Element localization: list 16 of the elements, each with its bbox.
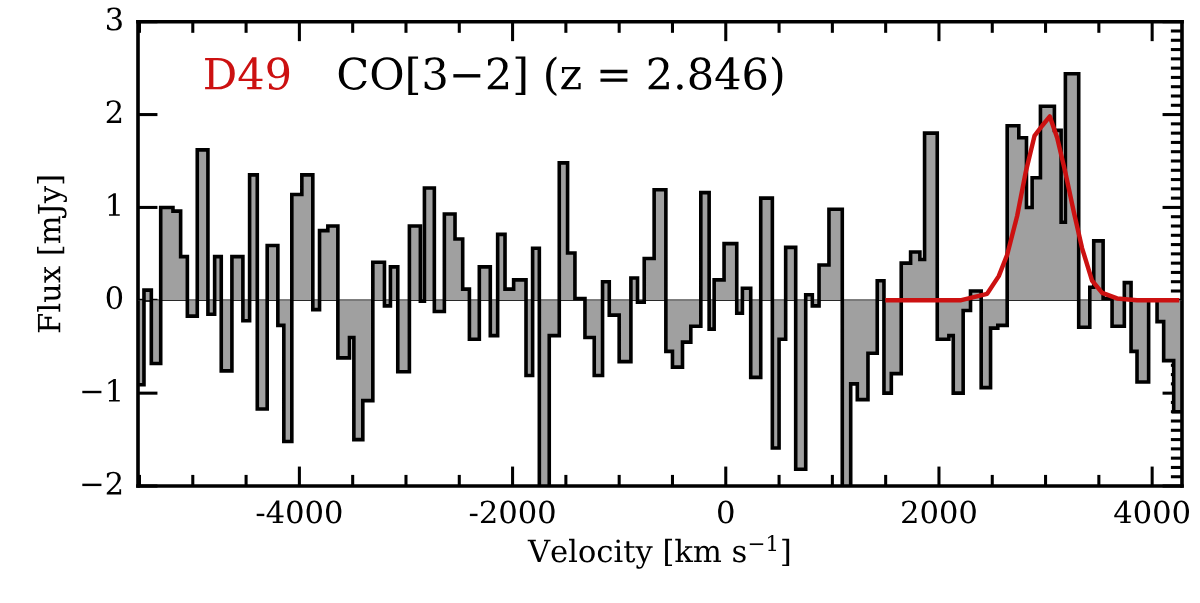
y-tick-label: 0: [106, 286, 123, 310]
x-tick-label: -2000: [469, 500, 555, 524]
y-tick-label: 1: [108, 193, 120, 216]
y-axis-title: Flux [mJy]: [37, 176, 68, 333]
x-tick-label: 2000: [902, 500, 976, 524]
text: CO[3−2] (z = 2.846): [338, 56, 783, 97]
y-tick-label: −1: [82, 378, 120, 402]
text: D49: [205, 57, 290, 90]
line-series: [885, 114, 1180, 303]
x-tick-label: -4000: [256, 500, 342, 524]
y-tick-label: −2: [82, 471, 122, 495]
y-tick-label: 3: [107, 7, 122, 31]
x-axis-title: Velocity [km s$^{−1}$]: [527, 535, 790, 569]
x-tick-label: 0: [718, 500, 734, 524]
y-tick-label: 2: [106, 100, 122, 123]
x-tick-label: 4000: [1114, 500, 1189, 524]
